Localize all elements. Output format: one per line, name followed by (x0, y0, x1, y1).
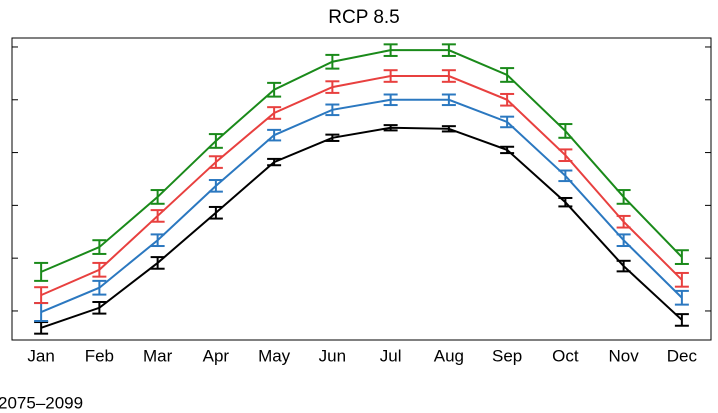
error-bar (325, 133, 340, 142)
error-bar (674, 289, 689, 306)
error-bar (441, 93, 456, 107)
error-bar (441, 125, 456, 133)
error-bar (34, 321, 49, 335)
x-tick-label: Sep (492, 346, 522, 365)
chart-title: RCP 8.5 (328, 7, 399, 28)
error-bar (267, 81, 282, 98)
error-bar (383, 124, 398, 132)
error-bar (92, 279, 107, 296)
error-bar (674, 249, 689, 265)
error-bar (325, 103, 340, 117)
error-bar (267, 157, 282, 167)
error-bar (92, 261, 107, 278)
x-tick-label: May (258, 346, 291, 365)
x-tick-label: Jan (27, 346, 54, 365)
error-bar (441, 43, 456, 57)
error-bar (616, 233, 631, 248)
period-note: 2075–2099 (0, 393, 83, 412)
series-line (40, 126, 683, 329)
error-bar (150, 256, 165, 270)
error-bar (558, 196, 573, 208)
error-bar (383, 69, 398, 83)
plot-frame (11, 37, 712, 341)
error-bar (558, 169, 573, 183)
error-bar (500, 145, 515, 155)
error-bar (92, 300, 107, 315)
error-bar (150, 233, 165, 248)
x-tick-label: Nov (609, 346, 640, 365)
x-tick-label: Aug (434, 346, 464, 365)
error-bar (558, 148, 573, 163)
error-bar (325, 80, 340, 94)
error-bar (674, 313, 689, 327)
error-bar (34, 302, 49, 322)
x-tick-label: Jun (319, 346, 346, 365)
error-bar (208, 155, 223, 169)
error-bar (267, 106, 282, 120)
error-bar (674, 271, 689, 288)
error-bar (616, 189, 631, 205)
error-bar (208, 133, 223, 149)
error-bar (150, 189, 165, 205)
x-tick-label: Feb (85, 346, 114, 365)
error-bar (208, 179, 223, 193)
error-bar (325, 53, 340, 70)
error-bar (267, 128, 282, 142)
error-bar (34, 261, 49, 282)
error-bar (616, 214, 631, 229)
error-bar (92, 239, 107, 255)
x-tick-label: Oct (552, 346, 579, 365)
x-tick-label: Mar (143, 346, 173, 365)
error-bar (208, 205, 223, 220)
x-tick-label: Jul (380, 346, 402, 365)
error-bar (500, 115, 515, 129)
error-bar (383, 43, 398, 57)
error-bar (150, 209, 165, 223)
x-tick-label: Apr (203, 346, 230, 365)
error-bar (616, 259, 631, 273)
error-bar (383, 93, 398, 107)
x-tick-label: Dec (667, 346, 698, 365)
error-bar (441, 69, 456, 83)
error-bar (500, 92, 515, 107)
series-line (40, 75, 683, 297)
series-line (40, 98, 683, 313)
error-bar (558, 123, 573, 139)
error-bar (500, 67, 515, 83)
error-bar (34, 286, 49, 305)
series-line (40, 49, 683, 273)
